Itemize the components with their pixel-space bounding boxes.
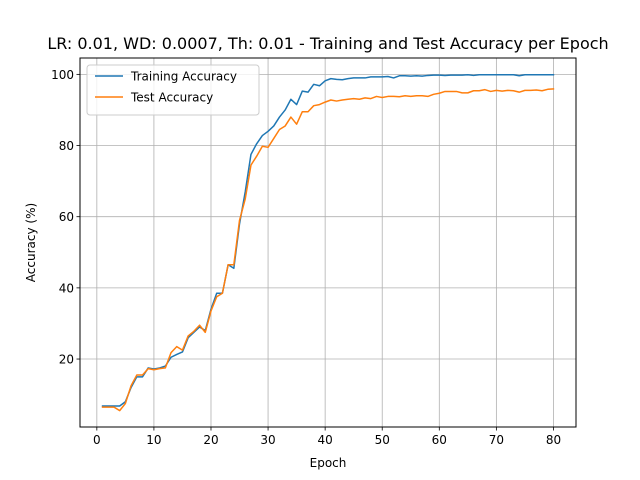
x-tick-label: 50 [375,433,390,447]
chart-title: LR: 0.01, WD: 0.0007, Th: 0.01 - Trainin… [47,34,608,53]
x-tick-label: 30 [260,433,275,447]
x-tick-label: 70 [489,433,504,447]
y-tick-label: 20 [59,353,74,367]
x-tick-label: 80 [546,433,561,447]
plot-frame [79,57,577,428]
legend-label-test: Test Accuracy [130,91,213,105]
y-tick-label: 60 [59,210,74,224]
y-tick-label: 100 [51,68,74,82]
training-accuracy-line [101,73,555,407]
x-tick-label: 60 [432,433,447,447]
legend-label-training: Training Accuracy [130,70,237,84]
grid-lines [80,58,576,427]
legend: Training Accuracy Test Accuracy [86,64,260,116]
legend-box [86,64,260,116]
x-tick-label: 20 [203,433,218,447]
y-axis-label: Accuracy (%) [24,203,38,282]
test-accuracy-line [101,88,555,412]
y-tick-label: 40 [59,281,74,295]
x-tick-label: 40 [318,433,333,447]
x-axis-label: Epoch [310,456,347,470]
axis-ticks: 0 10 20 30 40 50 60 70 80 20 40 60 80 100 [51,68,561,447]
y-tick-label: 80 [59,139,74,153]
x-tick-label: 0 [93,433,101,447]
x-tick-label: 10 [146,433,161,447]
series-lines [101,73,555,412]
